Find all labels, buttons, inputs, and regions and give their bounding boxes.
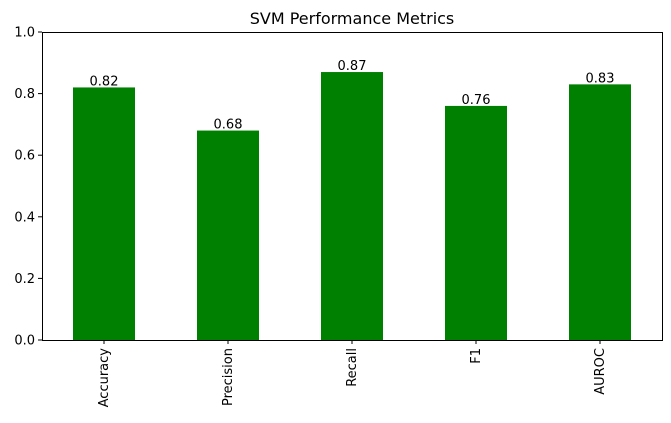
y-tick-label: 0.8	[14, 87, 35, 102]
x-tick-label-auroc: AUROC	[593, 348, 608, 395]
x-tick-label-f1: F1	[469, 348, 484, 364]
data-label-f1: 0.76	[462, 93, 491, 108]
y-axis: 0.0 0.2 0.4 0.6 0.8 1.0	[14, 26, 42, 349]
x-tick-label-recall: Recall	[345, 348, 360, 387]
y-tick-label: 0.0	[14, 334, 35, 349]
bars-layer	[73, 72, 631, 340]
x-tick-label-precision: Precision	[221, 348, 236, 406]
bar-precision	[197, 130, 259, 340]
y-tick-label: 1.0	[14, 26, 35, 41]
x-tick-label-accuracy: Accuracy	[97, 348, 112, 408]
y-tick-label: 0.2	[14, 272, 35, 287]
data-labels-layer: 0.82 0.68 0.87 0.76 0.83	[90, 59, 615, 133]
data-label-auroc: 0.83	[586, 71, 615, 86]
bar-f1	[445, 105, 507, 340]
bar-recall	[321, 72, 383, 340]
data-label-recall: 0.87	[338, 59, 367, 74]
chart-title: SVM Performance Metrics	[250, 9, 455, 28]
x-axis: Accuracy Precision Recall F1 AUROC	[97, 340, 608, 407]
bar-accuracy	[73, 87, 135, 340]
plot-frame	[42, 32, 663, 341]
y-tick-label: 0.6	[14, 149, 35, 164]
y-tick-label: 0.4	[14, 210, 35, 225]
data-label-accuracy: 0.82	[90, 74, 119, 89]
bar-auroc	[569, 84, 631, 340]
data-label-precision: 0.68	[214, 118, 243, 133]
